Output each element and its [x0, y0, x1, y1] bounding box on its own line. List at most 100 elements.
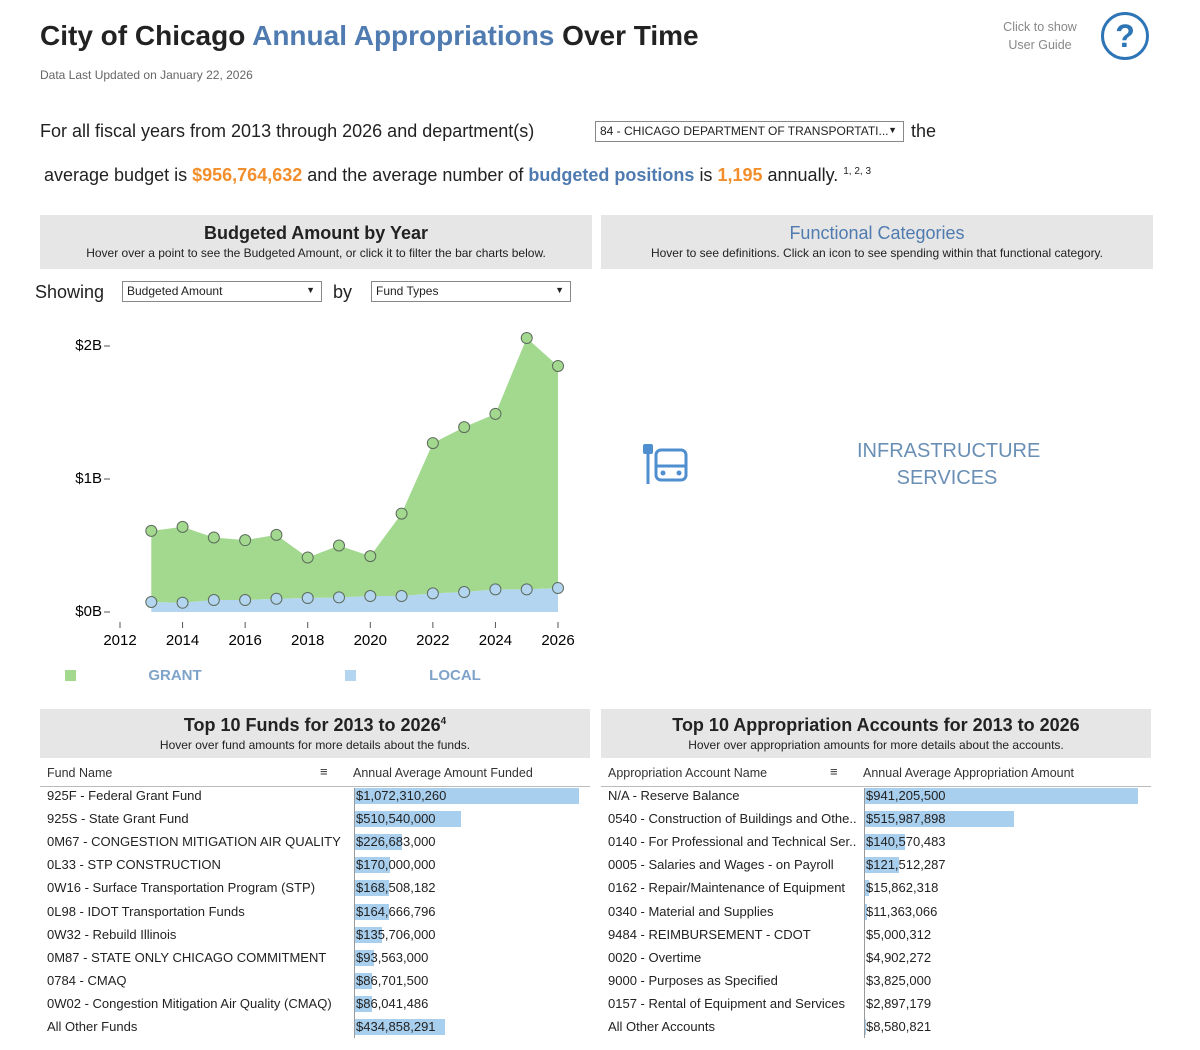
amount-bar[interactable]	[864, 857, 900, 874]
x-tick-label: 2016	[228, 632, 261, 649]
row-amount[interactable]: $140,570,483	[866, 834, 946, 850]
title-part: Annual Appropriations	[252, 20, 555, 51]
column-header: Appropriation Account Name	[608, 766, 768, 780]
summary-text: is	[699, 165, 713, 185]
amount-bar[interactable]	[864, 1019, 867, 1035]
positions-link[interactable]: budgeted positions	[528, 165, 695, 185]
row-amount[interactable]: $5,000,312	[866, 926, 932, 942]
row-amount[interactable]: $510,540,000	[356, 811, 436, 827]
amount-bar[interactable]	[354, 811, 462, 828]
legend-label: LOCAL	[429, 667, 481, 684]
row-amount[interactable]: $121,512,287	[866, 857, 946, 873]
row-amount[interactable]: $86,701,500	[356, 972, 429, 988]
row-amount[interactable]: $2,897,179	[866, 995, 932, 1011]
row-amount[interactable]: $3,825,000	[866, 972, 932, 988]
row-amount[interactable]: $168,508,182	[356, 880, 436, 896]
row-amount[interactable]: $515,987,898	[866, 811, 946, 827]
axis-rule	[864, 788, 865, 1038]
point	[395, 590, 408, 603]
amount-bar[interactable]	[354, 880, 390, 897]
point	[489, 583, 502, 596]
amount-bar[interactable]	[864, 788, 1138, 804]
sort-icon[interactable]: ≡	[830, 764, 838, 779]
amount-bar[interactable]	[354, 1019, 446, 1035]
row-amount[interactable]: $226,683,000	[356, 834, 436, 850]
row-name: All Other Funds	[47, 1019, 138, 1034]
point	[395, 507, 408, 520]
amount-bar[interactable]	[354, 926, 383, 943]
average-positions: 1,195	[717, 165, 763, 185]
amount-bar[interactable]	[354, 788, 579, 804]
point	[145, 596, 158, 609]
department-dropdown[interactable]: 84 - CHICAGO DEPARTMENT OF TRANSPORTATI.…	[595, 121, 904, 142]
icon-part	[643, 444, 653, 454]
row-amount[interactable]: $941,205,500	[866, 788, 946, 803]
category-label[interactable]: INFRASTRUCTURE SERVICES	[857, 440, 1041, 489]
amount-bar[interactable]	[864, 834, 905, 851]
row-amount[interactable]: $434,858,291	[356, 1019, 436, 1034]
point	[333, 539, 345, 552]
summary-text: the	[911, 121, 937, 141]
point	[239, 534, 252, 547]
updated: Data Last Updated on January 22, 2026	[40, 68, 253, 82]
title-part: Over Time	[562, 20, 699, 51]
row-amount[interactable]: $15,862,318	[866, 880, 939, 896]
row-name: 0W16 - Surface Transportation Program (S…	[47, 880, 316, 896]
summary-line: average budget is $956,764,632 and the a…	[44, 165, 871, 186]
amount-bar[interactable]	[354, 857, 390, 874]
guide-icon[interactable]: ?	[1101, 12, 1149, 60]
row-name: 0162 - Repair/Maintenance of Equipment	[608, 880, 846, 896]
amount-bar[interactable]	[864, 880, 869, 897]
measure-dropdown[interactable]: Budgeted Amount ▼	[122, 281, 322, 302]
dropdown-arrow: ▼	[306, 285, 315, 295]
point	[270, 592, 283, 605]
footnotes: 1, 2, 3	[843, 166, 872, 177]
dimension-dropdown[interactable]: Fund Types ▼	[371, 281, 571, 302]
point	[207, 531, 220, 544]
row-amount[interactable]: $170,000,000	[356, 857, 436, 873]
dropdown-arrow: ▼	[555, 285, 564, 295]
point	[426, 437, 439, 450]
area	[151, 588, 558, 612]
panel-subtitle: Hover to see definitions. Click an icon …	[650, 246, 1104, 260]
row-name: 925S - State Grant Fund	[47, 811, 189, 827]
amount-bar[interactable]	[354, 949, 374, 966]
point	[207, 594, 220, 607]
point	[301, 592, 314, 605]
sort-icon[interactable]: ≡	[320, 764, 328, 779]
row-amount[interactable]: $164,666,796	[356, 903, 436, 919]
amount-bar[interactable]	[354, 995, 373, 1012]
point	[333, 591, 345, 604]
row-name: 0W32 - Rebuild Illinois	[47, 926, 177, 942]
dropdown-arrow: ▼	[888, 125, 897, 135]
average-budget: $956,764,632	[192, 165, 303, 185]
row-amount[interactable]: $135,706,000	[356, 926, 436, 942]
showing-label: Showing	[35, 282, 105, 302]
title-part: City of Chicago	[40, 20, 246, 51]
row-name: 925F - Federal Grant Fund	[47, 788, 202, 803]
row-name: 0L33 - STP CONSTRUCTION	[47, 857, 221, 873]
footnote: 4	[440, 716, 447, 727]
row-amount[interactable]: $4,902,272	[866, 949, 932, 965]
axis-rule	[354, 788, 355, 1038]
amount-bar[interactable]	[864, 811, 1015, 828]
row-amount[interactable]: $1,072,310,260	[356, 788, 447, 803]
row-amount[interactable]: $86,041,486	[356, 995, 429, 1011]
legend-label: GRANT	[148, 667, 201, 684]
row-amount[interactable]: $11,363,066	[866, 903, 938, 919]
point	[239, 594, 252, 607]
summary-text: For all fiscal years from 2013 through 2…	[40, 121, 535, 141]
summary-text: and the average number of	[307, 165, 524, 185]
amount-bar[interactable]	[354, 972, 373, 989]
amount-bar[interactable]	[354, 834, 402, 851]
amount-bar[interactable]	[864, 903, 868, 920]
funds-panel-header: Top 10 Funds for 2013 to 20264 Hover ove…	[40, 709, 590, 758]
chart-panel-header: Budgeted Amount by Year Hover over a poi…	[40, 215, 592, 269]
dropdown-value: Fund Types	[376, 284, 439, 298]
amount-bar[interactable]	[354, 903, 389, 920]
infrastructure-icon[interactable]	[642, 442, 690, 488]
row-amount[interactable]: $93,563,000	[356, 949, 429, 965]
guide[interactable]: Click to show User Guide	[990, 18, 1090, 54]
row-name: 0M67 - CONGESTION MITIGATION AIR QUALITY	[47, 834, 341, 850]
row-amount[interactable]: $8,580,821	[866, 1019, 932, 1034]
